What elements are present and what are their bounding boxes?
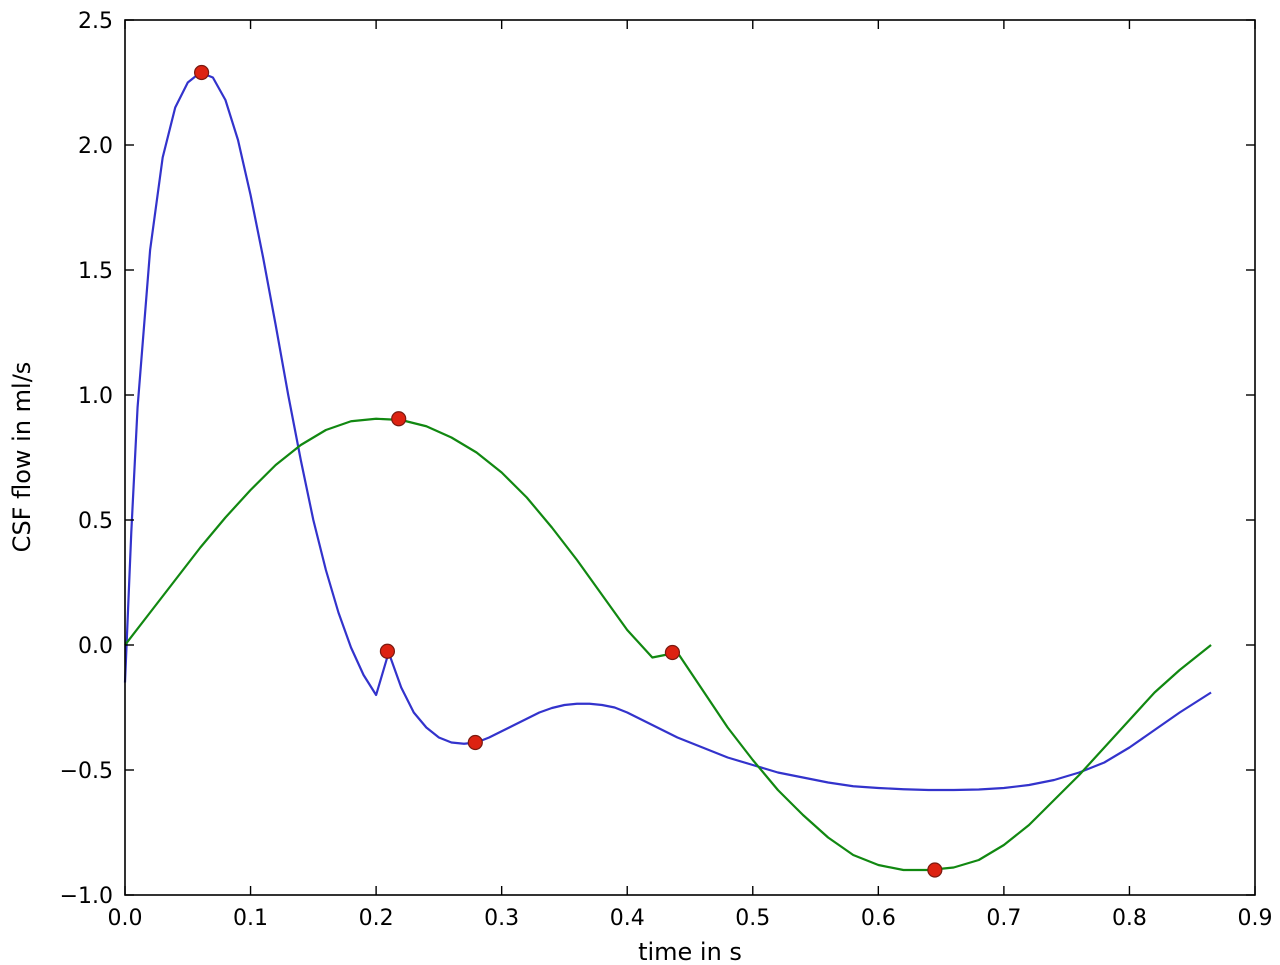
y-tick-label: 2.0 xyxy=(78,134,113,159)
x-tick-label: 0.5 xyxy=(735,906,770,931)
marker-point-3 xyxy=(391,411,407,427)
x-axis-ticks: 0.0 0.1 0.2 0.3 0.4 0.5 0.6 0.7 0.8 0.9 xyxy=(108,20,1273,931)
series-line-1 xyxy=(123,71,1212,792)
y-tick-label: 2.5 xyxy=(78,9,113,34)
y-tick-label: −0.5 xyxy=(60,759,113,784)
x-tick-label: 0.7 xyxy=(986,906,1021,931)
marker-point-5 xyxy=(664,644,681,661)
y-tick-label: 1.0 xyxy=(78,384,113,409)
y-tick-label: 0.5 xyxy=(78,509,113,534)
plot-frame xyxy=(124,19,1256,896)
x-tick-label: 0.6 xyxy=(861,906,896,931)
plot-area xyxy=(125,20,1255,895)
series-line-2 xyxy=(124,417,1212,872)
x-axis-label: time in s xyxy=(638,938,742,965)
x-tick-label: 0.4 xyxy=(610,906,645,931)
x-tick-label: 0.2 xyxy=(359,906,394,931)
x-tick-label: 0.3 xyxy=(484,906,519,931)
x-tick-label: 0.8 xyxy=(1112,906,1147,931)
y-tick-label: 1.5 xyxy=(78,259,113,284)
series-layer xyxy=(123,71,1212,872)
x-tick-label: 0.1 xyxy=(233,906,268,931)
marker-point-2 xyxy=(379,643,396,659)
y-axis-ticks: −1.0 −0.5 0.0 0.5 1.0 1.5 2.0 2.5 xyxy=(60,9,1255,909)
marker-layer xyxy=(193,64,943,878)
x-tick-label: 0.0 xyxy=(108,906,143,931)
y-tick-label: −1.0 xyxy=(60,884,113,909)
marker-point-1 xyxy=(193,64,210,81)
x-tick-label: 0.9 xyxy=(1238,906,1273,931)
marker-point-4 xyxy=(467,734,483,751)
marker-point-6 xyxy=(927,862,943,878)
y-axis-label: CSF flow in ml/s xyxy=(8,362,36,553)
y-tick-label: 0.0 xyxy=(78,634,113,659)
